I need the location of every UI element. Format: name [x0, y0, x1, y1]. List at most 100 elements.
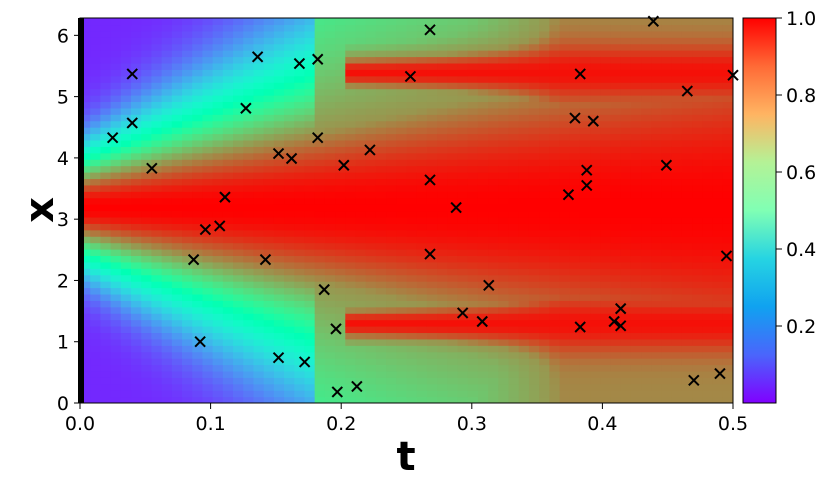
heatmap-cell — [243, 210, 255, 218]
heatmap-cell — [569, 326, 581, 334]
heatmap-cell — [559, 306, 571, 314]
heatmap-cell — [233, 249, 244, 257]
heatmap-cell — [233, 313, 244, 321]
heatmap-cell — [182, 69, 193, 77]
heatmap-cell — [314, 268, 326, 276]
heatmap-cell — [661, 223, 673, 231]
heatmap-cell — [651, 287, 663, 295]
heatmap-cell — [528, 24, 540, 32]
heatmap-cell — [90, 358, 101, 366]
heatmap-cell — [202, 18, 214, 26]
heatmap-cell — [375, 287, 387, 295]
heatmap-cell — [365, 50, 377, 58]
heatmap-cell — [467, 30, 479, 38]
heatmap-cell — [151, 383, 163, 391]
heatmap-cell — [110, 300, 122, 308]
heatmap-cell — [314, 306, 326, 314]
y-tick-label: 0 — [57, 393, 69, 415]
heatmap-cell — [304, 268, 316, 276]
heatmap-cell — [110, 178, 122, 186]
heatmap-cell — [702, 204, 714, 212]
heatmap-cell — [610, 396, 622, 403]
heatmap-cell — [375, 101, 387, 109]
heatmap-cell — [539, 120, 550, 128]
heatmap-cell — [508, 24, 520, 32]
heatmap-cell — [253, 184, 265, 192]
heatmap-cell — [457, 223, 469, 231]
heatmap-cell — [253, 62, 265, 70]
heatmap-cell — [365, 75, 377, 83]
heatmap-cell — [488, 216, 499, 224]
heatmap-cell — [447, 159, 459, 167]
heatmap-cell — [518, 139, 530, 147]
heatmap-cell — [641, 261, 652, 269]
heatmap-cell — [610, 223, 622, 231]
heatmap-cell — [416, 261, 428, 269]
heatmap-cell — [171, 345, 183, 353]
heatmap-cell — [141, 30, 153, 38]
heatmap-cell — [396, 223, 408, 231]
heatmap-cell — [518, 306, 530, 314]
heatmap-cell — [335, 204, 346, 212]
heatmap-cell — [365, 370, 377, 378]
heatmap-cell — [263, 191, 275, 199]
heatmap-cell — [375, 127, 387, 135]
heatmap-cell — [386, 216, 397, 224]
heatmap-cell — [304, 377, 316, 385]
heatmap-cell — [212, 332, 224, 340]
heatmap-cell — [712, 274, 724, 282]
heatmap-cell — [630, 114, 642, 122]
heatmap-cell — [477, 274, 489, 282]
heatmap-cell — [457, 390, 469, 398]
data-point-marker — [714, 367, 726, 380]
heatmap-cell — [610, 43, 622, 51]
heatmap-cell — [314, 133, 326, 141]
heatmap-cell — [651, 191, 663, 199]
heatmap-cell — [579, 95, 591, 103]
heatmap-cell — [600, 146, 612, 154]
heatmap-cell — [192, 127, 204, 135]
heatmap-cell — [110, 82, 122, 90]
data-point-marker — [364, 144, 376, 156]
data-point-marker — [660, 159, 673, 171]
heatmap-cell — [579, 50, 591, 58]
heatmap-cell — [396, 24, 408, 32]
heatmap-cell — [651, 133, 663, 141]
heatmap-cell — [498, 396, 510, 403]
heatmap-cell — [692, 351, 703, 359]
heatmap-cell — [722, 197, 733, 205]
heatmap-cell — [243, 229, 255, 237]
heatmap-cell — [457, 319, 469, 327]
heatmap-cell — [335, 152, 346, 160]
heatmap-cell — [692, 274, 703, 282]
heatmap-cell — [365, 383, 377, 391]
heatmap-cell — [253, 274, 265, 282]
heatmap-cell — [335, 326, 346, 334]
heatmap-cell — [488, 281, 499, 289]
heatmap-cell — [467, 293, 479, 301]
heatmap-cell — [202, 306, 214, 314]
heatmap-cell — [131, 107, 142, 115]
heatmap-cell — [630, 358, 642, 366]
heatmap-cell — [365, 127, 377, 135]
heatmap-cell — [182, 383, 193, 391]
heatmap-cell — [202, 281, 214, 289]
heatmap-cell — [233, 37, 244, 45]
heatmap-cell — [508, 69, 520, 77]
heatmap-cell — [375, 268, 387, 276]
heatmap-cell — [222, 69, 234, 77]
heatmap-cell — [284, 261, 295, 269]
heatmap-cell — [681, 172, 693, 180]
heatmap-cell — [426, 326, 438, 334]
heatmap-cell — [590, 204, 601, 212]
heatmap-cell — [539, 306, 550, 314]
heatmap-cell — [488, 261, 499, 269]
heatmap-cell — [702, 30, 714, 38]
heatmap-cell — [712, 159, 724, 167]
heatmap-cell — [681, 338, 693, 346]
heatmap-cell — [712, 75, 724, 83]
heatmap-cell — [467, 146, 479, 154]
heatmap-cell — [528, 120, 540, 128]
heatmap-cell — [437, 178, 448, 186]
heatmap-cell — [375, 319, 387, 327]
